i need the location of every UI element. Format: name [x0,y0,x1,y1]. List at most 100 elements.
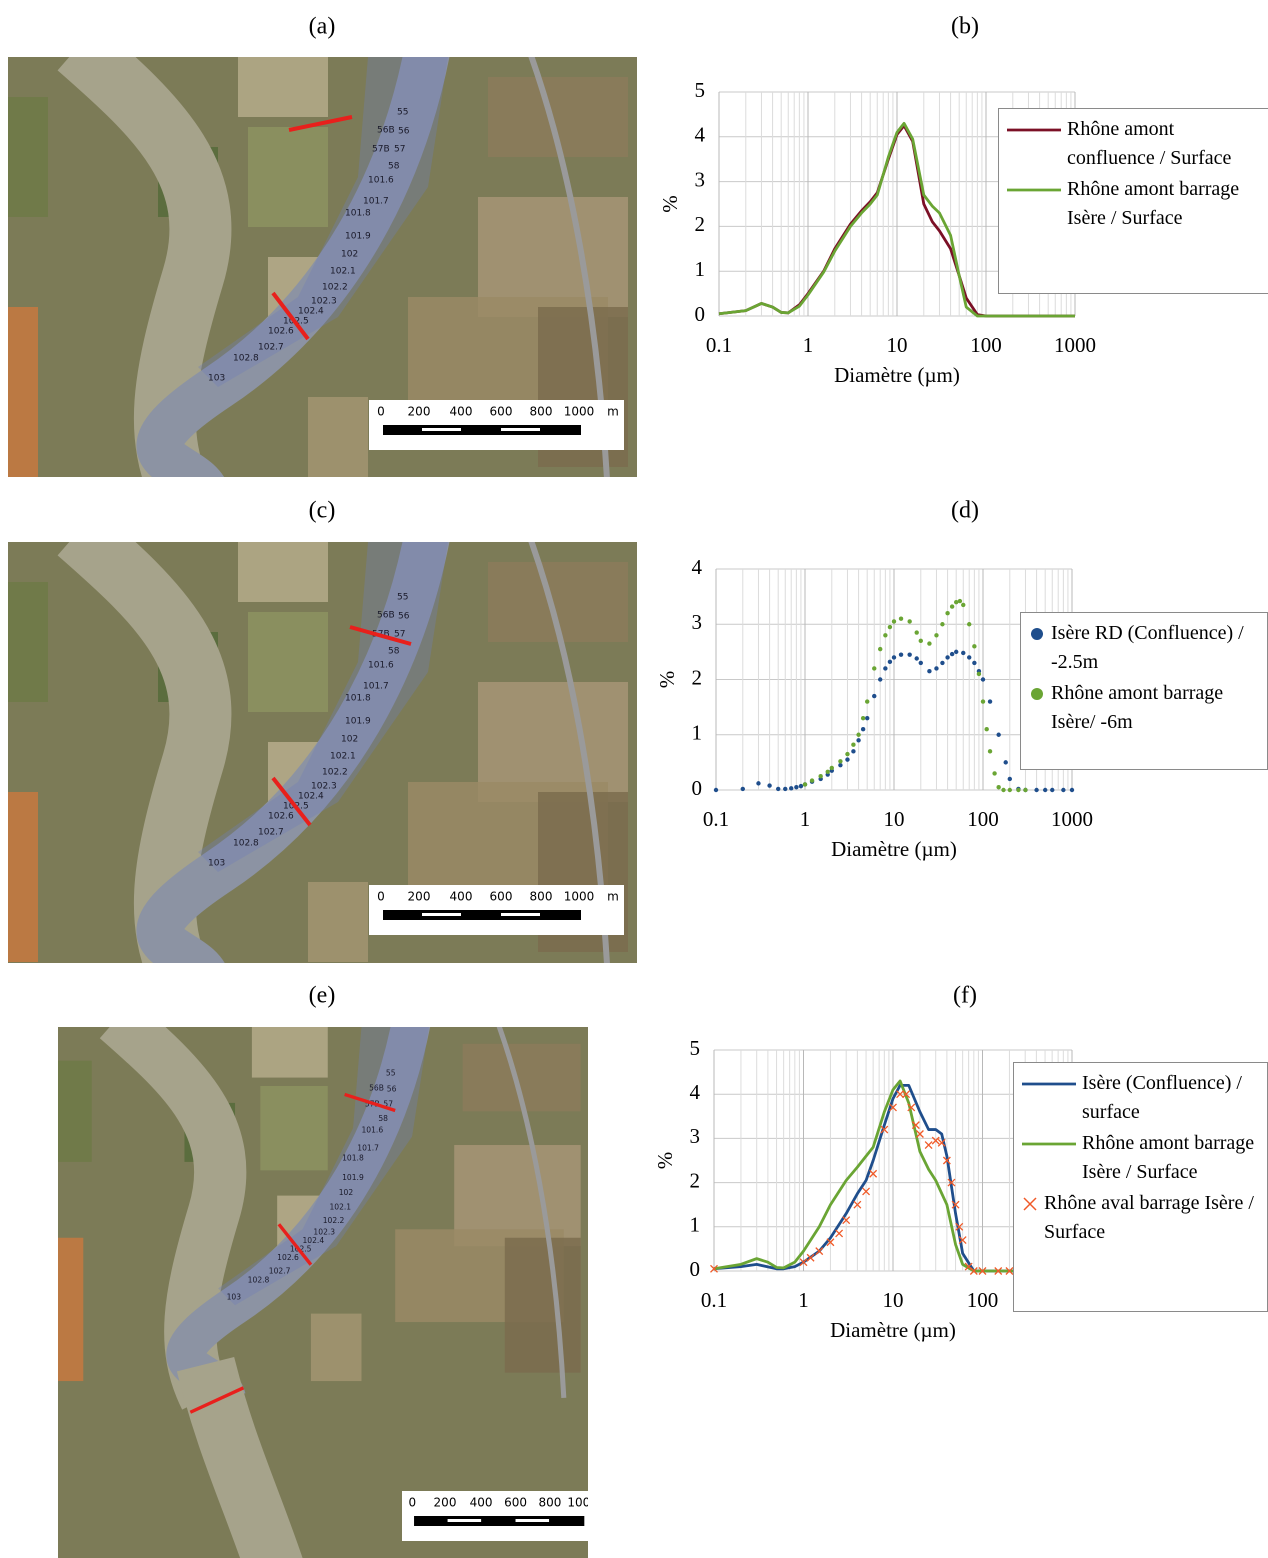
point [918,638,923,644]
plot [718,121,1075,318]
point [987,749,993,754]
point [740,786,745,792]
point [856,732,861,737]
field [248,127,328,227]
point [969,1267,978,1275]
point [896,1090,905,1099]
legend-label: Rhône amont barrage Isère/ -6m [1051,682,1224,733]
point [869,1169,878,1178]
y-tick-label: 5 [690,1036,701,1060]
point [958,1236,967,1245]
section-label: 101.6 [368,176,394,186]
point [972,644,977,649]
y-tick-label: 3 [695,167,706,191]
scale-label: 0 [377,405,385,419]
section-label: 58 [378,1114,388,1123]
point [802,782,808,787]
y-tick-label: 0 [692,776,703,800]
section-label: 102.7 [258,828,284,838]
section-label: 101.9 [342,1173,364,1182]
scale-label: 400 [450,890,473,904]
point [1007,776,1012,782]
section-label: 102.3 [311,297,337,307]
point [961,602,966,608]
point [872,666,877,671]
profile-line [288,115,353,132]
scale-label: 600 [490,890,513,904]
section-label: 56B [369,1084,384,1093]
point [710,1264,718,1273]
scale-label: 600 [504,1496,527,1510]
scale-label: 1000 [567,1496,598,1510]
y-tick-label: 1 [690,1213,701,1237]
point [860,727,866,732]
scale-label: m [606,1496,618,1510]
legend-label: Rhône amont barrage Isère / Surface [1082,1132,1255,1183]
scale-bar-gap [422,913,461,916]
legend-key [1022,1142,1076,1146]
x-tick-label: 1 [800,807,811,831]
section-label: 56B [377,611,395,621]
legend-entry: Rhône aval barrage Isère / Surface [1022,1189,1259,1247]
legend-entry: Rhône amont barrage Isère / Surface [1007,175,1261,233]
section-label: 102 [341,735,358,745]
section-label: 102.8 [248,1276,270,1285]
field [8,582,48,702]
section-label: 101.8 [345,209,371,219]
legend-entry: Rhône amont barrage Isère / Surface [1022,1129,1259,1187]
section-label: 56 [398,612,410,622]
point [949,604,955,609]
section-label: 101.6 [361,1126,383,1135]
y-tick-label: 0 [695,302,706,326]
field [308,882,368,962]
scale-label: 800 [530,405,553,419]
field [248,612,328,712]
point [945,655,950,660]
section-label: 57 [383,1100,393,1109]
point [992,771,997,776]
legend-key [1031,628,1043,640]
y-tick-label: 5 [695,78,706,102]
legend-entry: Rhône amont confluence / Surface [1007,115,1261,173]
section-label: 102.3 [311,782,337,792]
point [961,650,966,656]
point [947,1178,956,1187]
section-label: 55 [397,108,408,118]
x-tick-label: 0.1 [701,1288,727,1312]
section-label: 58 [388,162,400,172]
y-tick-label: 4 [695,123,706,147]
section-label: 102 [339,1188,354,1197]
point [1007,787,1012,793]
x-tick-label: 100 [967,807,999,831]
point [845,751,850,757]
y-tick-label: 4 [690,1080,701,1104]
panel-label: (e) [309,983,336,1009]
point [996,732,1001,737]
point [978,1267,987,1275]
point [838,759,843,764]
point [880,1125,889,1134]
legend-label: Isère (Confluence) / surface [1082,1072,1242,1123]
y-tick-label: 0 [690,1257,701,1281]
scale-bar-gap [501,428,540,431]
scale-label: m [607,405,619,419]
point [887,624,893,630]
plot [710,1079,1072,1275]
point [898,616,904,621]
section-label: 103 [208,374,225,384]
point [967,622,972,627]
section-label: 102.4 [298,307,324,317]
point [902,1090,911,1099]
legend-entry: Rhône amont barrage Isère/ -6m [1029,679,1259,737]
y-axis-label: % [655,671,679,689]
point [776,786,781,792]
section-label: 101.9 [345,232,371,242]
point [937,1138,946,1147]
point [883,666,888,671]
point [945,611,950,616]
panel-label: (b) [951,14,979,40]
field [251,1027,328,1078]
point [907,652,912,657]
legend: Isère RD (Confluence) / -2.5m Rhône amont… [1020,612,1268,770]
section-label: 101.7 [363,197,389,207]
